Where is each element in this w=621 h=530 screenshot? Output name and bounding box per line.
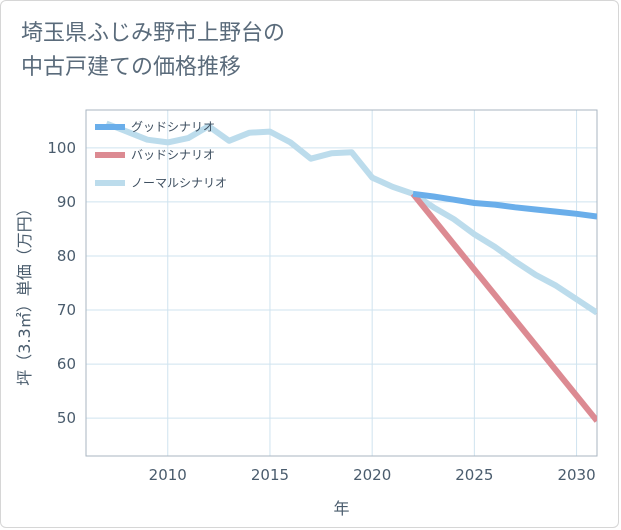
x-axis-title: 年 xyxy=(333,499,349,518)
normal-scenario-line xyxy=(105,120,597,316)
chart-title-line-2: 中古戸建ての価格推移 xyxy=(21,55,242,80)
y-tick-label-90: 90 xyxy=(57,193,76,211)
series-layer xyxy=(105,120,597,423)
y-tick-label-70: 70 xyxy=(57,301,76,319)
good-scenario-legend-label: グッドシナリオ xyxy=(131,120,215,134)
y-tick-label-80: 80 xyxy=(57,247,76,265)
x-tick-label-2020: 2020 xyxy=(353,466,391,484)
normal-scenario-legend-label: ノーマルシナリオ xyxy=(131,176,227,190)
good-scenario-line xyxy=(412,190,597,220)
bad-scenario-legend-label: バッドシナリオ xyxy=(131,148,215,162)
y-tick-label-60: 60 xyxy=(57,355,76,373)
y-tick-label-50: 50 xyxy=(57,409,76,427)
tick-labels: 2010 2015 2020 2025 2030 50 60 70 80 90 100 xyxy=(47,139,595,484)
y-axis-title: 坪（3.3㎡）単価（万円） xyxy=(15,200,34,385)
plot-area-frame xyxy=(85,109,598,457)
x-tick-label-2015: 2015 xyxy=(251,466,289,484)
chart-title: 埼玉県ふじみ野市上野台の 中古戸建ての価格推移 xyxy=(21,17,285,85)
y-tick-label-100: 100 xyxy=(47,139,76,157)
grid-lines xyxy=(86,110,597,456)
bad-scenario-line xyxy=(410,191,597,423)
x-tick-label-2030: 2030 xyxy=(557,466,595,484)
x-tick-label-2010: 2010 xyxy=(149,466,187,484)
chart-title-line-1: 埼玉県ふじみ野市上野台の xyxy=(21,21,286,46)
x-tick-label-2025: 2025 xyxy=(455,466,493,484)
